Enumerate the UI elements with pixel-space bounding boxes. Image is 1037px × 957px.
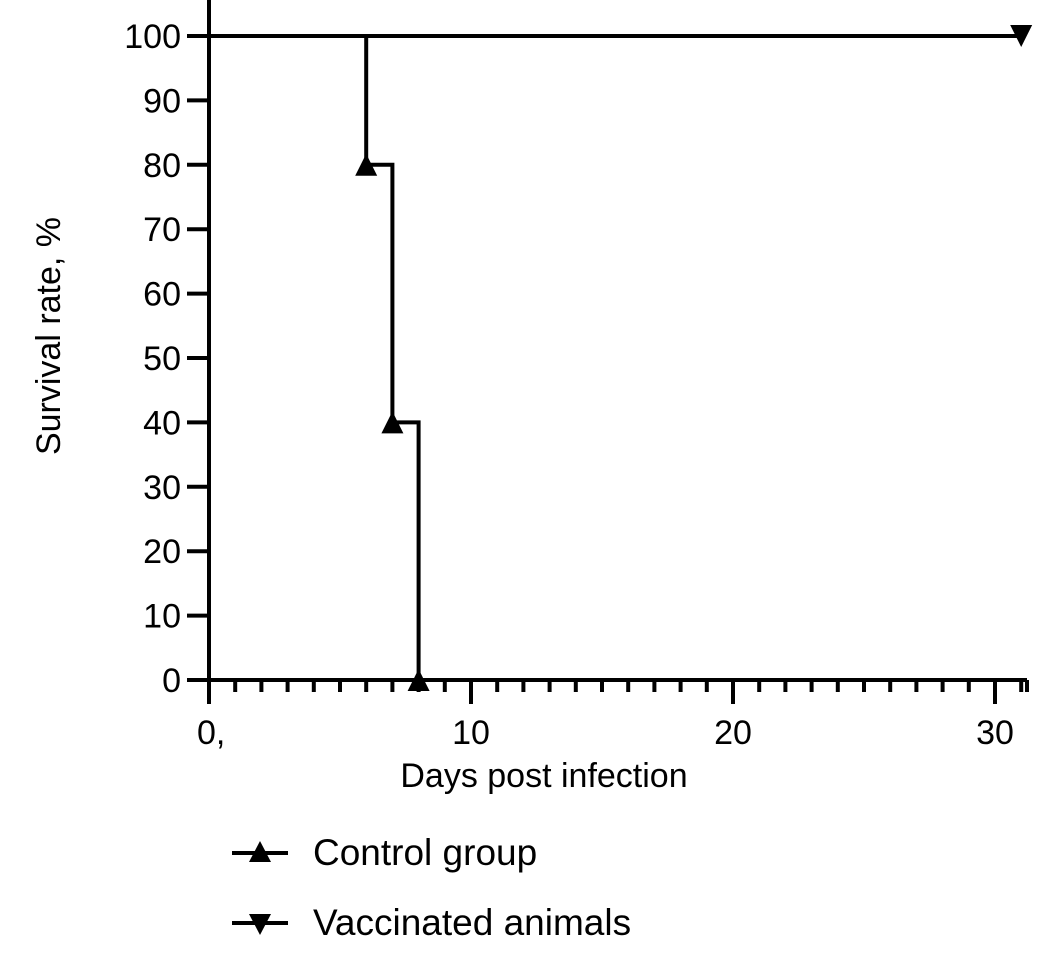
series-vaccinated: [209, 25, 1033, 47]
legend-triangle-up-icon: [249, 841, 271, 862]
y-tick-label: 100: [124, 18, 181, 56]
x-tick-label: 30: [976, 714, 1014, 752]
y-tick-label: 60: [143, 276, 181, 314]
control-step-line: [209, 34, 421, 680]
legend-item-vaccinated: Vaccinated animals: [232, 902, 631, 943]
x-axis-title: Days post infection: [400, 757, 687, 795]
y-axis-title: Survival rate, %: [30, 217, 68, 455]
legend-label-vaccinated: Vaccinated animals: [313, 902, 631, 943]
legend: Control group Vaccinated animals: [232, 832, 631, 943]
legend-label-control: Control group: [313, 832, 537, 873]
y-tick-label: 20: [143, 533, 181, 571]
x-tick-label: 10: [452, 714, 490, 752]
axes: [207, 0, 1027, 682]
ticks: 0 10 20 30 40 50 60 70 80 90 100 0, 10 20 30: [124, 18, 1029, 752]
triangle-up-marker: [381, 411, 404, 434]
y-tick-label: 70: [143, 211, 181, 249]
y-tick-label: 30: [143, 469, 181, 507]
x-tick-label: 0,: [197, 714, 225, 752]
y-tick-label: 40: [143, 404, 181, 442]
triangle-down-marker: [1010, 25, 1033, 47]
x-tick-label: 20: [714, 714, 752, 752]
y-tick-label: 90: [143, 82, 181, 120]
series-layer: [209, 25, 1033, 691]
y-tick-label: 80: [143, 147, 181, 185]
y-tick-label: 50: [143, 340, 181, 378]
legend-triangle-down-icon: [249, 914, 271, 935]
triangle-up-marker: [407, 669, 430, 691]
series-control: [209, 34, 430, 691]
legend-item-control: Control group: [232, 832, 537, 873]
y-tick-label: 10: [143, 598, 181, 636]
y-tick-label: 0: [162, 662, 181, 700]
triangle-up-marker: [355, 153, 378, 176]
